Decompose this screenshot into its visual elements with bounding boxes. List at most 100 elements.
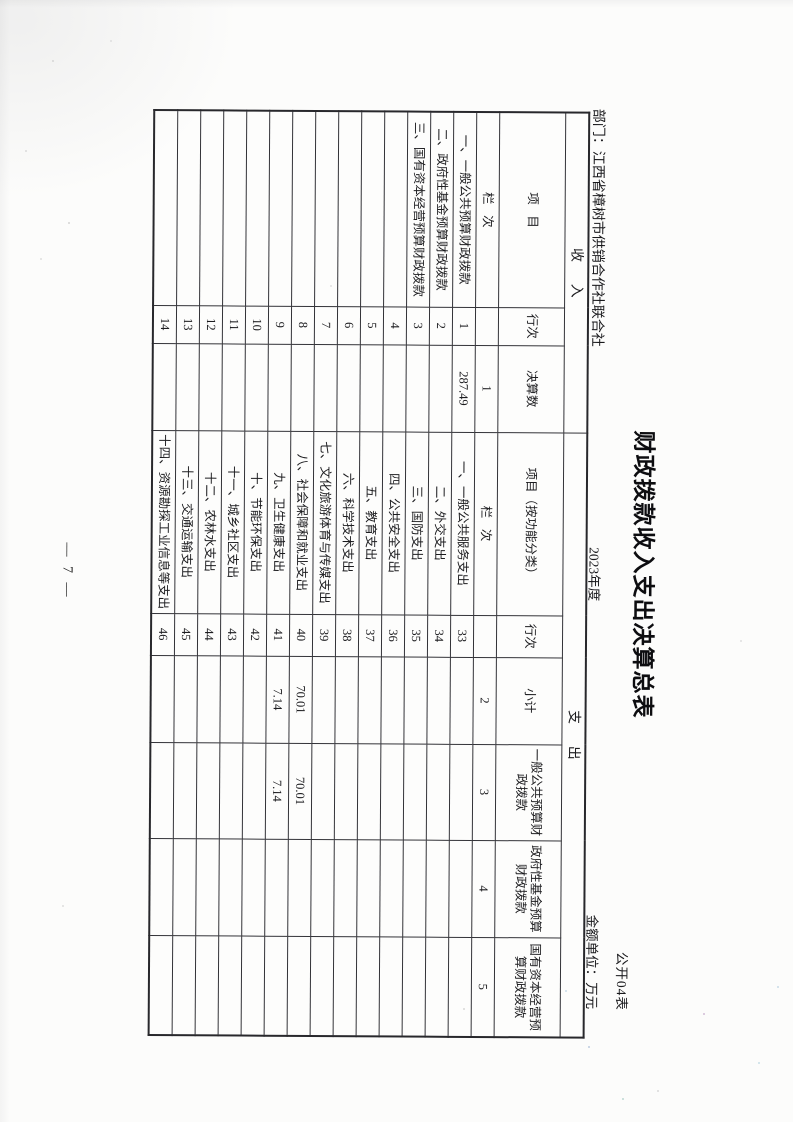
gov-fund-amount-cell [402,839,426,937]
revenue-item-cell [245,110,270,306]
expenditure-section-header: 支出 [559,432,587,1038]
index-cell-project-2: 栏次 [473,431,498,615]
index-cell-1: 1 [474,344,498,432]
subtotal-cell [173,654,197,742]
state-capital-amount-cell [378,935,403,1037]
expenditure-line-no-cell: 41 [265,613,290,656]
expenditure-line-no-cell: 40 [288,613,313,656]
expenditure-item-cell: 五、教育支出 [358,430,383,614]
col-header-project-by-function: 项目（按功能分类） [496,431,564,616]
expenditure-item-cell: 十、节能环保支出 [243,430,268,614]
final-amount-cell [267,343,291,431]
general-budget-amount-cell: 7.14 [264,742,289,839]
subtotal-cell [149,654,174,742]
expenditure-item-cell: 二、外交支出 [427,431,452,615]
page-number: — 7 — [58,541,75,600]
expenditure-item-cell: 十二、农林水支出 [197,429,222,613]
revenue-item-cell: 三、国有资本经营预算财政拨款 [406,111,431,307]
general-budget-amount-cell [379,742,404,840]
general-budget-amount-cell [333,742,358,839]
state-capital-amount-cell [447,936,472,1037]
expenditure-item-cell: 八、社会保障和就业支出 [289,430,314,614]
expenditure-item-cell: 十四、资源勘探工业信息等支出 [150,429,176,613]
final-amount-cell [175,342,199,430]
final-amount-cell [359,343,383,431]
general-budget-amount-cell [241,742,266,839]
revenue-item-cell [222,109,247,306]
expenditure-item-cell: 十三、交通运输支出 [174,429,199,613]
subtotal-cell [449,656,473,744]
gov-fund-amount-cell [310,838,334,936]
index-cell-5: 5 [470,936,495,1037]
expenditure-line-no-cell: 37 [357,613,382,656]
state-capital-amount-cell [263,935,288,1036]
expenditure-item-cell: 四、公共安全支出 [381,430,406,615]
gov-fund-amount-cell [333,838,357,936]
expenditure-line-no-cell: 46 [150,612,175,655]
expenditure-line-no-cell: 38 [334,613,359,656]
gov-fund-amount-cell [264,838,288,936]
general-budget-amount-cell [218,741,243,839]
general-budget-amount-cell [195,741,220,838]
gov-fund-amount-cell [218,837,242,936]
revenue-item-cell [199,109,224,305]
gov-fund-amount-cell [425,839,449,937]
subtotal-cell [357,655,381,743]
col-header-final-amount: 决算数 [497,344,564,433]
col-header-line-no-2: 行次 [495,614,563,658]
final-amount-cell [428,344,452,432]
index-cell-line-no [474,306,499,345]
state-capital-amount-cell [424,936,449,1037]
document-title: 财政拨款收入支出决算总表 [629,429,657,719]
expenditure-line-no-cell: 42 [242,613,267,656]
general-budget-amount-cell: 70.01 [287,742,312,839]
general-budget-amount-cell [356,742,381,839]
revenue-item-cell: 一、一般公共预算财政拨款 [452,111,477,307]
state-capital-amount-cell [217,934,242,1036]
revenue-line-no-cell: 6 [336,305,361,344]
expenditure-line-no-cell: 45 [173,612,198,655]
state-capital-amount-cell [332,935,357,1036]
table-row: 14 十四、资源勘探工业信息等支出 46 [148,109,178,1035]
gov-fund-amount-cell [195,837,219,935]
expenditure-item-cell: 一、一般公共服务支出 [450,431,475,615]
expenditure-line-no-cell: 36 [380,613,405,657]
final-amount-cell [198,342,222,430]
final-amount-cell [221,342,245,431]
index-cell-3: 3 [471,743,496,840]
fiscal-appropriation-table: 收入 支出 项目 行次 决算数 项目（按功能分类） 行次 小计 一般公共预算财政… [147,108,590,1039]
subtotal-cell: 70.01 [288,655,312,743]
revenue-item-cell [152,109,178,305]
general-budget-amount-cell [310,742,335,839]
revenue-item-cell [291,110,316,306]
state-capital-amount-cell [401,936,426,1037]
revenue-line-no-cell: 4 [382,305,407,345]
final-amount-cell [244,343,268,431]
general-budget-amount-cell [172,741,197,838]
final-amount-cell [336,343,360,431]
general-budget-amount-cell [149,741,174,838]
expenditure-item-cell: 三、国防支出 [404,431,429,615]
revenue-item-cell [314,110,339,306]
revenue-line-no-cell: 2 [428,306,453,345]
subtotal-cell [380,655,404,744]
revenue-line-no-cell: 12 [198,304,223,343]
general-budget-amount-cell [448,743,473,840]
subtotal-cell [334,655,358,743]
column-header-row: 项目 行次 决算数 项目（按功能分类） 行次 小计 一般公共预算财政拨款 政府性… [493,111,566,1038]
revenue-item-cell [383,110,408,307]
revenue-item-cell [176,109,201,305]
table-body: 一、一般公共预算财政拨款 1 287.49 一、一般公共服务支出 33 二、政府性基金预算… [148,109,477,1037]
gov-fund-amount-cell [241,838,265,936]
final-amount-cell [151,342,176,430]
subtotal-cell [242,655,266,743]
gov-fund-amount-cell [287,838,311,936]
gov-fund-amount-cell [148,837,173,935]
subtotal-cell [403,656,427,744]
final-amount-cell [382,343,406,432]
col-header-state-capital: 国有资本经营预算财政拨款 [493,936,561,1038]
expenditure-line-no-cell: 39 [311,613,336,656]
revenue-line-no-cell: 3 [405,306,430,345]
